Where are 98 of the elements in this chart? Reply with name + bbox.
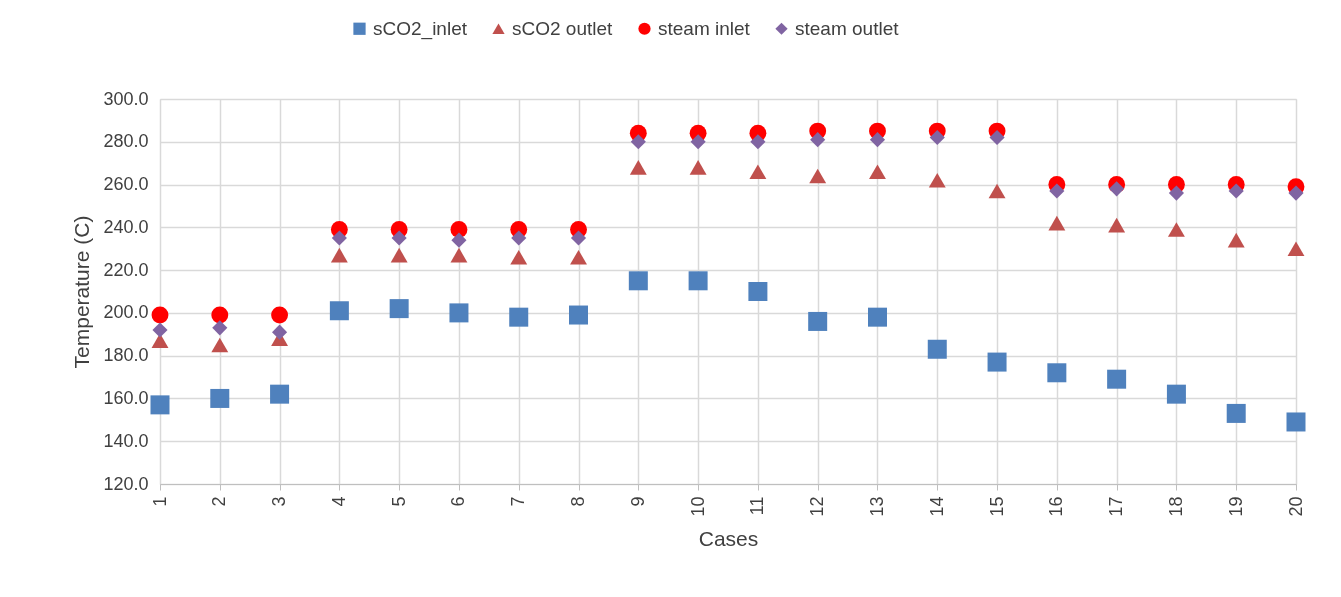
point <box>869 132 886 148</box>
x-tick-label: 9 <box>627 496 648 507</box>
point <box>570 249 587 265</box>
legend-label: sCO2_inlet <box>373 17 468 40</box>
x-tick-label: 2 <box>209 496 230 507</box>
x-tick-label: 8 <box>568 496 589 507</box>
point <box>1228 183 1244 199</box>
point <box>391 230 407 246</box>
point <box>1226 403 1246 423</box>
point <box>628 271 648 291</box>
x-tick-label: 19 <box>1225 496 1246 517</box>
point <box>690 134 706 150</box>
point <box>927 339 947 359</box>
x-axis-title: Cases <box>698 526 759 550</box>
y-tick-label: 260.0 <box>103 174 149 195</box>
point <box>1288 185 1304 201</box>
y-tick-label: 160.0 <box>103 387 149 408</box>
point <box>989 129 1005 146</box>
point <box>211 337 229 353</box>
point <box>987 352 1007 372</box>
point <box>748 282 768 301</box>
point <box>212 320 228 336</box>
point <box>1048 215 1066 231</box>
y-axis-title: Temperature (C) <box>70 215 94 369</box>
point <box>749 164 767 180</box>
point <box>689 160 707 175</box>
y-tick-label: 120.0 <box>103 473 149 494</box>
point <box>511 230 527 246</box>
x-tick-label: 4 <box>328 496 349 507</box>
point <box>867 307 887 327</box>
point <box>569 305 589 325</box>
point <box>330 247 348 263</box>
point <box>1166 384 1186 404</box>
point <box>570 230 587 246</box>
x-tick-label: 13 <box>866 496 887 517</box>
x-tick-label: 18 <box>1165 496 1186 517</box>
x-tick-label: 1 <box>149 496 170 507</box>
x-tick-label: 5 <box>388 496 409 507</box>
point <box>271 306 289 324</box>
point <box>510 249 528 265</box>
x-tick-label: 10 <box>687 496 708 517</box>
point <box>630 134 646 150</box>
legend-label: steam outlet <box>795 17 900 39</box>
point <box>1167 222 1185 237</box>
legend-label: sCO2 outlet <box>512 17 614 39</box>
point <box>390 247 408 263</box>
point <box>1227 232 1245 248</box>
point <box>808 311 828 331</box>
point <box>389 299 409 319</box>
x-tick-label: 15 <box>986 496 1007 517</box>
y-tick-label: 240.0 <box>103 216 149 237</box>
point <box>1168 185 1184 201</box>
point <box>270 384 290 404</box>
point <box>1108 217 1126 233</box>
point <box>211 306 229 324</box>
x-tick-label: 14 <box>926 496 947 517</box>
y-tick-label: 280.0 <box>103 131 149 152</box>
point <box>151 306 169 324</box>
point <box>509 307 529 327</box>
point <box>988 183 1006 199</box>
point <box>151 333 169 349</box>
y-tick-label: 200.0 <box>103 302 149 323</box>
point <box>150 395 170 415</box>
point <box>869 164 886 180</box>
x-tick-label: 12 <box>807 496 828 517</box>
point <box>1286 412 1306 432</box>
y-tick-label: 220.0 <box>103 259 149 280</box>
point <box>1049 183 1065 199</box>
point <box>928 172 946 188</box>
point <box>750 134 766 150</box>
point <box>1047 363 1067 383</box>
point <box>449 303 469 323</box>
point <box>688 271 708 291</box>
point <box>451 232 467 248</box>
y-tick-label: 140.0 <box>103 430 149 451</box>
point <box>210 388 230 408</box>
point <box>929 129 945 146</box>
x-tick-label: 11 <box>747 496 768 516</box>
point <box>810 132 826 148</box>
point <box>331 230 347 246</box>
x-tick-label: 6 <box>448 496 469 507</box>
point <box>809 168 827 184</box>
legend-label: steam inlet <box>658 17 751 39</box>
point <box>1287 241 1305 257</box>
point <box>152 322 168 338</box>
x-tick-label: 17 <box>1106 496 1127 517</box>
point <box>450 247 468 263</box>
point <box>629 160 647 175</box>
point <box>272 324 288 340</box>
x-tick-label: 7 <box>508 496 529 507</box>
y-tick-label: 180.0 <box>103 345 149 366</box>
x-tick-label: 16 <box>1046 496 1067 517</box>
x-tick-label: 20 <box>1285 496 1306 517</box>
x-tick-label: 3 <box>269 496 290 507</box>
y-tick-label: 300.0 <box>103 88 149 109</box>
point <box>1107 369 1127 389</box>
point <box>329 301 349 321</box>
point <box>1109 181 1125 197</box>
